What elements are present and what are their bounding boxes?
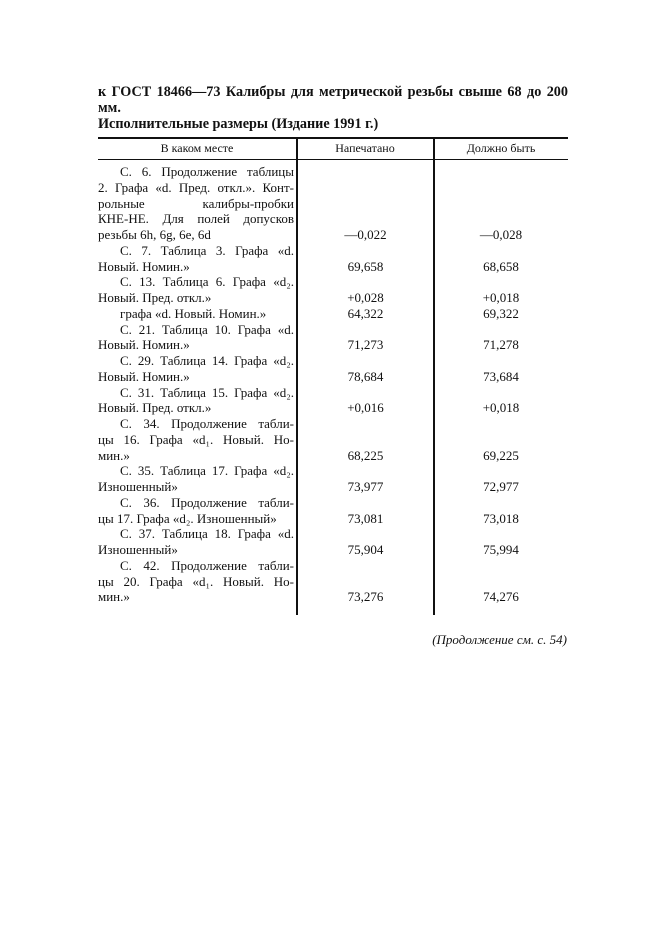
correct-value: 68,658 <box>483 258 519 274</box>
correct-value: 74,276 <box>483 589 519 605</box>
location-text: С. 13. Таблица 6. Графа «d₂. <box>120 274 294 290</box>
location-text: С. 6. Продолжение таблицы <box>120 164 294 179</box>
table-line: С. 31. Таблица 15. Графа «d₂. <box>98 385 568 401</box>
correct-value: —0,028 <box>479 227 523 242</box>
header-printed: Напечатано <box>335 141 395 155</box>
printed-value: 68,225 <box>347 447 384 463</box>
printed-value: 73,276 <box>347 589 384 605</box>
location-text: Новый. Пред. откл.» <box>98 290 212 305</box>
table-line: С. 21. Таблица 10. Графа «d. <box>98 322 568 338</box>
header-location: В каком месте <box>160 141 234 155</box>
printed-value: —0,022 <box>344 227 387 242</box>
location-text: мин.» <box>98 447 130 463</box>
table-line: Новый. Номин.» 71,273 71,278 <box>98 337 568 353</box>
location-text: резьбы 6h, 6g, 6e, 6d <box>98 227 211 242</box>
correct-value: +0,018 <box>482 400 520 416</box>
location-text: С. 37. Таблица 18. Графа «d. <box>120 526 294 542</box>
table-line: С. 42. Продолжение табли- <box>98 558 568 574</box>
printed-value: 69,658 <box>347 258 384 274</box>
header-should-be: Должно быть <box>466 141 536 155</box>
location-text: Изношенный» <box>98 479 178 494</box>
table-body: С. 6. Продолжение таблицы 2. Графа «d. Пр… <box>98 164 568 605</box>
column-divider-2 <box>433 137 435 615</box>
table-line: цы 16. Графа «d₁. Новый. Но- <box>98 432 568 448</box>
location-text: Новый. Номин.» <box>98 368 190 384</box>
correct-value: 73,684 <box>483 368 519 384</box>
location-text: С. 36. Продолжение табли- <box>120 494 294 510</box>
table-line: С. 34. Продолжение табли- <box>98 416 568 432</box>
location-text: С. 31. Таблица 15. Графа «d₂. <box>120 384 294 400</box>
document-title: к ГОСТ 18466—73 Калибры для метрической … <box>98 84 568 132</box>
table-line: С. 36. Продолжение табли- <box>98 495 568 511</box>
correct-value: 72,977 <box>483 479 519 494</box>
table-line: Новый. Пред. откл.» +0,016 +0,018 <box>98 400 568 416</box>
location-text: цы 20. Графа «d₁. Новый. Но- <box>98 573 294 589</box>
table-line: С. 29. Таблица 14. Графа «d₂. <box>98 353 568 369</box>
location-text: Новый. Номин.» <box>98 337 190 353</box>
table-line: Изношенный» 73,977 72,977 <box>98 479 568 495</box>
location-text: рольные калибры-пробки <box>98 195 294 211</box>
title-line-1: к ГОСТ 18466—73 Калибры для метрической … <box>98 84 568 116</box>
table-line: С. 35. Таблица 17. Графа «d₂. <box>98 463 568 479</box>
table-line: КНЕ-НЕ. Для полей допусков <box>98 211 568 227</box>
correct-value: 71,278 <box>483 337 519 353</box>
printed-value: +0,028 <box>347 290 384 305</box>
printed-value: 64,322 <box>347 305 384 321</box>
table-line: С. 37. Таблица 18. Графа «d. <box>98 526 568 542</box>
table-line: Новый. Номин.» 69,658 68,658 <box>98 259 568 275</box>
table-line: мин.» 68,225 69,225 <box>98 448 568 464</box>
table-line: Изношенный» 75,904 75,994 <box>98 542 568 558</box>
correct-value: 75,994 <box>483 542 519 557</box>
printed-value: 78,684 <box>347 368 384 384</box>
table-line: Новый. Номин.» 78,684 73,684 <box>98 369 568 385</box>
correct-value: 69,322 <box>483 305 519 321</box>
table-line: С. 13. Таблица 6. Графа «d₂. <box>98 274 568 290</box>
table-line: графа «d. Новый. Номин.» 64,322 69,322 <box>98 306 568 322</box>
table-line: цы 17. Графа «d₂. Изношенный» 73,081 73,01… <box>98 511 568 527</box>
printed-value: 71,273 <box>347 337 384 353</box>
continuation-note: (Продолжение см. с. 54) <box>432 632 567 647</box>
location-text: Изношенный» <box>98 542 178 557</box>
correct-value: +0,018 <box>482 290 520 305</box>
location-text: графа «d. Новый. Номин.» <box>120 305 267 321</box>
location-text: цы 17. Графа «d₂. Изношенный» <box>98 510 277 526</box>
location-text: 2. Графа «d. Пред. откл.». Конт- <box>98 179 294 195</box>
table-line: С. 6. Продолжение таблицы <box>98 164 568 180</box>
location-text: цы 16. Графа «d₁. Новый. Но- <box>98 431 294 447</box>
location-text: С. 35. Таблица 17. Графа «d₂. <box>120 463 294 479</box>
location-text: Новый. Номин.» <box>98 258 190 274</box>
printed-value: 73,081 <box>347 510 384 526</box>
column-divider-1 <box>296 137 298 615</box>
location-text: С. 7. Таблица 3. Графа «d. <box>120 242 294 258</box>
header-rule <box>98 159 568 160</box>
printed-value: 73,977 <box>347 479 384 494</box>
table-line: рольные калибры-пробки <box>98 196 568 212</box>
table-line: цы 20. Графа «d₁. Новый. Но- <box>98 574 568 590</box>
location-text: С. 29. Таблица 14. Графа «d₂. <box>120 353 294 368</box>
location-text: КНЕ-НЕ. Для полей допусков <box>98 211 294 227</box>
table-line: Новый. Пред. откл.» +0,028 +0,018 <box>98 290 568 306</box>
location-text: С. 34. Продолжение табли- <box>120 416 294 431</box>
table-line: мин.» 73,276 74,276 <box>98 589 568 605</box>
table-line: резьбы 6h, 6g, 6e, 6d —0,022 —0,028 <box>98 227 568 243</box>
location-text: Новый. Пред. откл.» <box>98 400 212 416</box>
table-top-rule <box>98 137 568 139</box>
correct-value: 73,018 <box>483 510 519 526</box>
location-text: С. 42. Продолжение табли- <box>120 557 294 573</box>
printed-value: +0,016 <box>347 400 384 416</box>
correct-value: 69,225 <box>483 447 519 463</box>
table-line: С. 7. Таблица 3. Графа «d. <box>98 243 568 259</box>
table-line: 2. Графа «d. Пред. откл.». Конт- <box>98 180 568 196</box>
printed-value: 75,904 <box>347 542 384 557</box>
title-line-2: Исполнительные размеры (Издание 1991 г.) <box>98 116 379 132</box>
location-text: мин.» <box>98 589 130 605</box>
location-text: С. 21. Таблица 10. Графа «d. <box>120 321 294 337</box>
